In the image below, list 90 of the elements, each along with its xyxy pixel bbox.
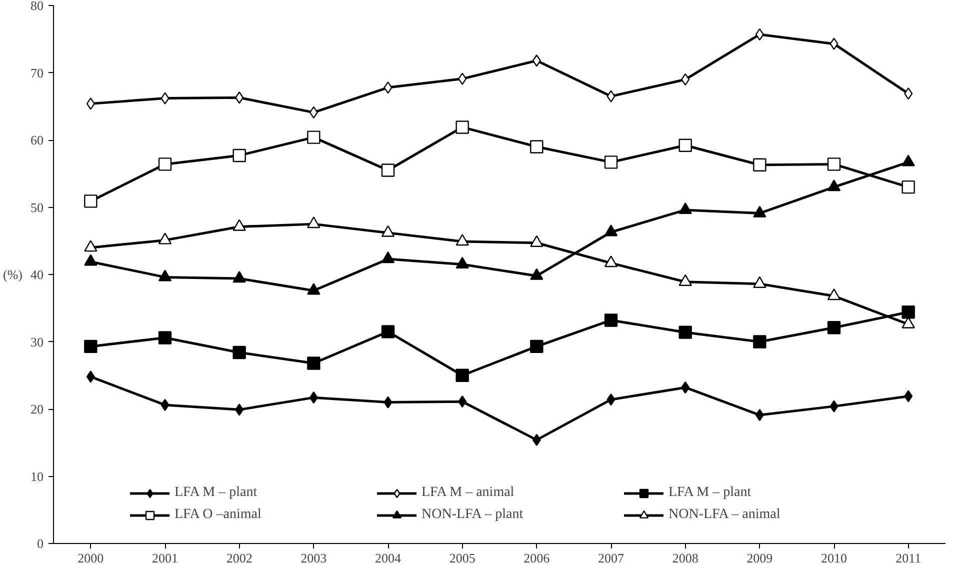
point <box>530 235 544 247</box>
x-tick-label: 2010 <box>821 550 847 566</box>
point <box>381 252 395 264</box>
x-tick-label: 2001 <box>152 550 178 566</box>
point <box>84 194 98 208</box>
point <box>232 271 246 283</box>
point <box>84 340 98 354</box>
point <box>604 314 618 327</box>
legend-label: LFA M – animal <box>422 485 516 501</box>
point <box>902 154 915 166</box>
x-tick-label: 2008 <box>672 550 698 566</box>
y-axis-title: (%) <box>3 267 23 282</box>
point <box>307 283 320 295</box>
point <box>232 148 246 162</box>
x-tick-label: 2007 <box>598 550 624 566</box>
point <box>158 270 172 282</box>
point <box>827 288 841 300</box>
point <box>458 396 467 408</box>
x-tick-label: 2000 <box>78 550 104 566</box>
point <box>456 368 469 382</box>
point <box>381 164 395 177</box>
point <box>678 138 692 152</box>
legend-label: NON-LFA – plant <box>422 507 524 523</box>
y-tick-label: 0 <box>37 536 44 551</box>
point <box>604 224 618 236</box>
point <box>753 158 766 172</box>
point <box>678 202 692 214</box>
point <box>604 256 618 268</box>
point <box>530 140 544 154</box>
y-tick-label: 70 <box>30 65 44 80</box>
point <box>904 390 913 402</box>
point <box>384 396 392 408</box>
x-tick-label: 2002 <box>226 550 252 566</box>
point <box>458 72 467 85</box>
point <box>830 38 838 50</box>
x-tick-label: 2005 <box>449 550 476 566</box>
point <box>456 256 469 268</box>
x-tick-label: 2004 <box>375 550 402 566</box>
point <box>84 254 98 266</box>
point <box>902 316 915 328</box>
legend-label: LFA M – plant <box>668 485 752 501</box>
x-tick-label: 2009 <box>746 550 773 566</box>
point <box>84 240 98 252</box>
point <box>678 326 692 339</box>
point <box>827 321 841 334</box>
point <box>902 306 915 319</box>
legend-label: NON-LFA – animal <box>668 507 782 523</box>
point <box>904 88 913 100</box>
point <box>235 404 244 416</box>
point <box>604 156 618 169</box>
y-tick-label: 60 <box>30 132 44 148</box>
x-tick-label: 2006 <box>524 550 550 566</box>
legend-label: LFA O –animal <box>174 507 262 523</box>
y-tick-label: 40 <box>30 267 44 282</box>
point <box>753 276 766 288</box>
point <box>307 130 320 144</box>
y-tick-label: 30 <box>30 334 44 350</box>
point <box>530 340 544 354</box>
point <box>830 400 838 412</box>
x-tick-label: 2011 <box>896 550 922 566</box>
y-tick-label: 10 <box>30 468 44 484</box>
point <box>827 158 841 171</box>
y-tick-label: 50 <box>30 200 44 215</box>
point <box>307 356 320 370</box>
point <box>160 92 170 104</box>
x-tick-label: 2003 <box>300 550 327 566</box>
point <box>381 225 395 237</box>
point <box>827 180 841 192</box>
point <box>753 335 766 348</box>
point <box>158 331 172 344</box>
y-tick-label: 80 <box>30 0 44 13</box>
point <box>86 370 95 383</box>
point <box>158 158 172 171</box>
point <box>753 206 766 218</box>
point <box>532 54 541 67</box>
point <box>456 234 469 246</box>
point <box>678 274 692 286</box>
point <box>235 92 244 104</box>
point <box>456 120 469 134</box>
point <box>902 180 915 194</box>
point <box>530 268 544 280</box>
point <box>381 325 395 338</box>
legend-label: LFA M – plant <box>174 485 258 501</box>
point <box>606 90 616 102</box>
point <box>232 346 246 360</box>
y-tick-label: 20 <box>30 402 44 416</box>
point <box>158 232 172 244</box>
point <box>86 98 95 110</box>
point <box>232 219 246 231</box>
point <box>307 216 320 228</box>
